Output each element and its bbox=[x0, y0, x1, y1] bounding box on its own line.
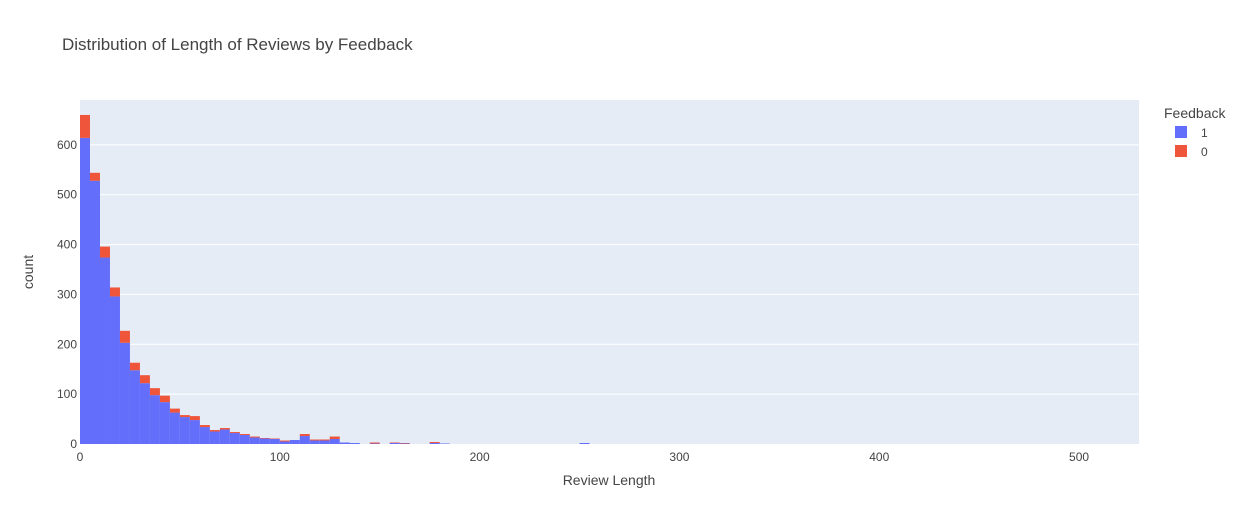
legend-label[interactable]: 0 bbox=[1201, 145, 1208, 159]
bar-series-0[interactable] bbox=[149, 388, 160, 396]
bar-series-0[interactable] bbox=[259, 438, 270, 439]
bar-series-1[interactable] bbox=[80, 137, 90, 444]
bar-series-1[interactable] bbox=[119, 342, 130, 444]
bar-series-1[interactable] bbox=[169, 412, 180, 444]
bar-series-1[interactable] bbox=[579, 443, 590, 444]
bar-series-0[interactable] bbox=[89, 172, 100, 181]
chart-title: Distribution of Length of Reviews by Fee… bbox=[62, 35, 413, 54]
bar-series-0[interactable] bbox=[319, 439, 330, 441]
bar-series-1[interactable] bbox=[219, 429, 230, 444]
bar-series-0[interactable] bbox=[269, 438, 280, 440]
y-tick-label: 600 bbox=[57, 138, 77, 152]
bar-series-1[interactable] bbox=[279, 441, 290, 444]
y-tick-label: 0 bbox=[70, 437, 77, 451]
bar-series-0[interactable] bbox=[159, 395, 170, 403]
bar-series-1[interactable] bbox=[269, 439, 280, 444]
bar-series-0[interactable] bbox=[389, 442, 400, 444]
bar-series-1[interactable] bbox=[149, 395, 160, 444]
bar-series-0[interactable] bbox=[239, 434, 250, 436]
bar-series-0[interactable] bbox=[169, 408, 180, 413]
bar-series-1[interactable] bbox=[329, 439, 340, 444]
legend-items[interactable]: 10 bbox=[1175, 126, 1208, 159]
y-axis-ticks: 0 100 200 300 400 500 600 bbox=[57, 138, 77, 451]
bar-series-1[interactable] bbox=[249, 437, 260, 444]
y-axis-title: count bbox=[20, 255, 36, 289]
bar-series-1[interactable] bbox=[369, 443, 380, 445]
bar-series-0[interactable] bbox=[229, 432, 240, 434]
bar-series-1[interactable] bbox=[319, 440, 330, 444]
bar-series-1[interactable] bbox=[439, 443, 450, 445]
bar-series-0[interactable] bbox=[279, 440, 290, 442]
legend-swatch[interactable] bbox=[1175, 126, 1187, 138]
bar-series-1[interactable] bbox=[259, 438, 270, 444]
bar-series-0[interactable] bbox=[99, 246, 110, 258]
x-tick-label: 500 bbox=[1069, 450, 1089, 464]
bar-series-1[interactable] bbox=[229, 433, 240, 444]
y-tick-label: 300 bbox=[57, 287, 77, 301]
x-axis-ticks: 0 100 200 300 400 500 bbox=[77, 450, 1090, 464]
bar-series-0[interactable] bbox=[129, 362, 140, 371]
x-tick-label: 0 bbox=[77, 450, 84, 464]
y-tick-label: 200 bbox=[57, 337, 77, 351]
bar-series-1[interactable] bbox=[339, 442, 350, 444]
y-tick-label: 100 bbox=[57, 387, 77, 401]
bar-series-1[interactable] bbox=[239, 435, 250, 444]
bar-series-1[interactable] bbox=[209, 431, 220, 444]
bars[interactable] bbox=[80, 114, 590, 445]
y-tick-label: 400 bbox=[57, 238, 77, 252]
bar-series-0[interactable] bbox=[80, 114, 90, 138]
legend-swatch[interactable] bbox=[1175, 145, 1187, 157]
bar-series-0[interactable] bbox=[249, 436, 260, 438]
bar-series-0[interactable] bbox=[299, 434, 310, 437]
legend-label[interactable]: 1 bbox=[1201, 126, 1208, 140]
bar-series-1[interactable] bbox=[109, 296, 120, 444]
bar-series-1[interactable] bbox=[399, 443, 410, 445]
bar-series-0[interactable] bbox=[399, 443, 410, 444]
x-tick-label: 100 bbox=[270, 450, 290, 464]
bar-series-0[interactable] bbox=[189, 416, 200, 421]
bar-series-1[interactable] bbox=[299, 436, 310, 444]
bar-series-0[interactable] bbox=[139, 375, 150, 384]
bar-series-0[interactable] bbox=[329, 436, 340, 440]
y-tick-label: 500 bbox=[57, 188, 77, 202]
bar-series-0[interactable] bbox=[179, 415, 190, 418]
bar-series-0[interactable] bbox=[309, 439, 320, 441]
bar-series-0[interactable] bbox=[199, 425, 210, 428]
bar-series-1[interactable] bbox=[129, 370, 140, 444]
bar-series-0[interactable] bbox=[219, 428, 230, 430]
bar-series-0[interactable] bbox=[369, 442, 380, 444]
x-tick-label: 300 bbox=[669, 450, 689, 464]
legend-title: Feedback bbox=[1164, 105, 1226, 121]
bar-series-1[interactable] bbox=[199, 427, 210, 444]
bar-series-0[interactable] bbox=[109, 287, 120, 297]
x-axis-title: Review Length bbox=[563, 472, 656, 488]
gridlines bbox=[80, 144, 1139, 395]
bar-series-0[interactable] bbox=[429, 442, 440, 444]
x-tick-label: 400 bbox=[869, 450, 889, 464]
bar-series-1[interactable] bbox=[159, 402, 170, 444]
bar-series-1[interactable] bbox=[189, 420, 200, 444]
bar-series-1[interactable] bbox=[429, 443, 440, 444]
plot-background bbox=[80, 100, 1139, 444]
bar-series-1[interactable] bbox=[309, 440, 320, 444]
bar-series-1[interactable] bbox=[139, 383, 150, 444]
bar-series-1[interactable] bbox=[99, 257, 110, 444]
bar-series-0[interactable] bbox=[119, 330, 130, 343]
bar-series-1[interactable] bbox=[179, 417, 190, 444]
bar-series-1[interactable] bbox=[89, 180, 100, 445]
x-tick-label: 200 bbox=[470, 450, 490, 464]
bar-series-1[interactable] bbox=[389, 443, 400, 444]
bar-series-1[interactable] bbox=[289, 440, 300, 444]
bar-series-0[interactable] bbox=[209, 430, 220, 432]
bar-series-1[interactable] bbox=[349, 443, 360, 444]
legend[interactable]: Feedback 10 bbox=[1164, 105, 1226, 159]
